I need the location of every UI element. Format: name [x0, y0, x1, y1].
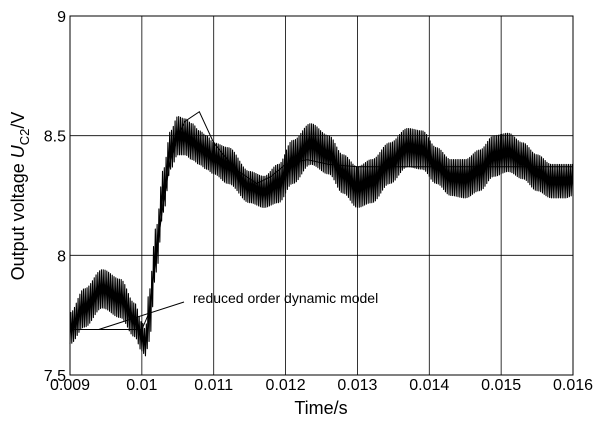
y-axis-title-symbol: U	[8, 144, 28, 158]
y-tick-label: 8	[57, 248, 66, 265]
x-tick-label: 0.013	[337, 377, 377, 394]
x-tick-label: 0.011	[194, 377, 233, 394]
x-axis-ticks: 0.009 0.01 0.011 0.012 0.013 0.014 0.015 0.016	[50, 377, 593, 394]
x-axis-title: Time/s	[294, 398, 347, 418]
model-line	[70, 110, 573, 331]
annotation: reduced order dynamic model	[98, 290, 378, 331]
y-axis-title-suffix: /V	[8, 112, 28, 129]
y-axis-title-prefix: Output voltage	[8, 158, 28, 280]
x-tick-label: 0.015	[481, 377, 521, 394]
y-tick-label: 7.5	[44, 368, 66, 385]
y-tick-label: 8.5	[44, 129, 66, 146]
plot-frame	[69, 15, 574, 376]
y-axis-ticks: 7.5 8 8.5 9	[44, 9, 66, 385]
x-tick-label: 0.014	[409, 377, 449, 394]
annotation-leader-line	[98, 301, 185, 331]
x-tick-label: 0.009	[50, 377, 90, 394]
plot-area	[70, 16, 573, 375]
grid-lines	[70, 16, 573, 375]
y-axis-title: Output voltage UC2/V	[8, 112, 32, 281]
y-axis-title-subscript: C2	[17, 129, 32, 146]
x-tick-label: 0.016	[553, 377, 593, 394]
ripple-waveform-line	[69, 116, 574, 357]
x-tick-label: 0.012	[266, 377, 306, 394]
plot-background	[70, 16, 573, 375]
model-line-series	[70, 110, 573, 331]
x-tick-label: 0.01	[126, 377, 157, 394]
annotation-label: reduced order dynamic model	[193, 290, 378, 306]
y-tick-label: 9	[57, 9, 66, 26]
ripple-waveform-series	[69, 116, 574, 357]
